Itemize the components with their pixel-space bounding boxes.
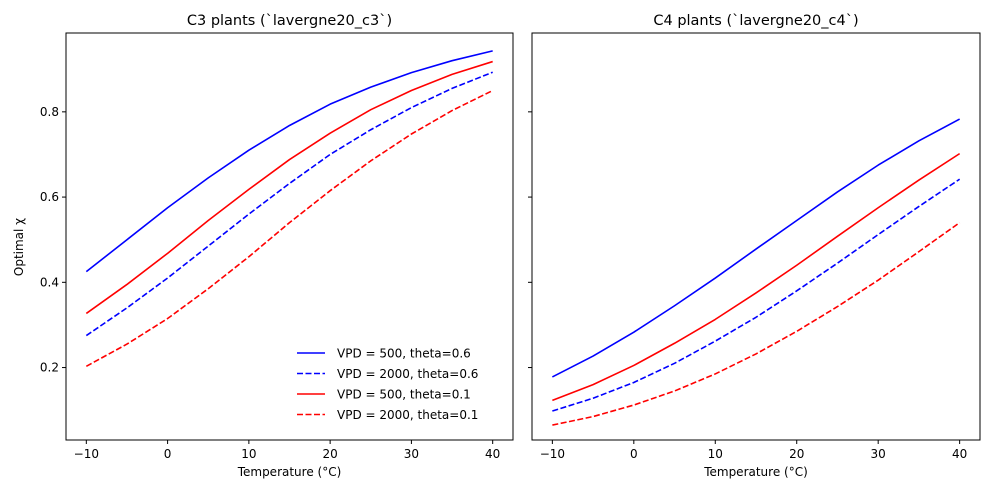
c3-x-tick-label: 30 <box>404 447 419 461</box>
c4-series-line-2 <box>552 178 961 412</box>
c3-series-line-4 <box>85 89 494 367</box>
c4-x-tick-label: 30 <box>871 447 886 461</box>
c4-x-tick-label: 40 <box>952 447 967 461</box>
legend-frame <box>291 342 503 428</box>
c3-plot-area: −10 0 10 20 30 40 0.2 0.4 0.6 0.8 <box>40 32 514 461</box>
c3-x-tick-label: 20 <box>322 447 337 461</box>
c4-x-axis-label: Temperature (°C) <box>703 465 808 479</box>
c3-series-line-3 <box>85 60 493 315</box>
c3-series-line-2 <box>85 71 493 337</box>
c4-x-tick-label: 10 <box>708 447 723 461</box>
c3-axes-frame <box>65 32 514 441</box>
c3-y-tick-label: 0.6 <box>40 190 59 204</box>
legend-entry-4: VPD = 2000, theta=0.1 <box>337 408 478 422</box>
c4-x-tick-label: 20 <box>789 447 804 461</box>
legend: VPD = 500, theta=0.6 VPD = 2000, theta=0… <box>291 342 503 428</box>
c4-series-line-4 <box>552 221 961 426</box>
legend-entry-3: VPD = 500, theta=0.1 <box>337 388 471 402</box>
c4-series-line-3 <box>552 152 961 402</box>
c3-y-tick-label: 0.2 <box>40 361 59 375</box>
c4-plot-area: −10 0 10 20 30 40 <box>528 32 981 461</box>
c3-y-tick-label: 0.8 <box>40 105 59 119</box>
c4-series-group <box>551 118 961 426</box>
c3-x-tick-label: 10 <box>241 447 256 461</box>
c4-x-tick-label: 0 <box>630 447 638 461</box>
c3-y-axis-label: Optimal χ <box>12 218 26 276</box>
c3-chart-title: C3 plants (`lavergne20_c3`) <box>187 13 392 29</box>
c4-series-line-1 <box>551 118 961 378</box>
c4-axes-frame <box>531 32 981 441</box>
c3-x-tick-label: 0 <box>164 447 172 461</box>
legend-entry-2: VPD = 2000, theta=0.6 <box>337 367 478 381</box>
c3-x-axis-label: Temperature (°C) <box>237 465 342 479</box>
c3-series-group <box>85 50 494 367</box>
c4-x-tick-label: −10 <box>540 447 565 461</box>
c4-panel: C4 plants (`lavergne20_c4`) −10 0 10 20 30 40… <box>528 13 981 479</box>
c3-y-tick-label: 0.4 <box>40 275 59 289</box>
c3-panel: C3 plants (`lavergne20_c3`) −10 0 10 20 30 40… <box>12 13 514 479</box>
c4-chart-title: C4 plants (`lavergne20_c4`) <box>653 13 858 29</box>
legend-entry-1: VPD = 500, theta=0.6 <box>337 347 471 361</box>
c3-x-tick-label: 40 <box>485 447 500 461</box>
c3-series-line-1 <box>85 50 493 273</box>
c3-x-tick-label: −10 <box>74 447 99 461</box>
